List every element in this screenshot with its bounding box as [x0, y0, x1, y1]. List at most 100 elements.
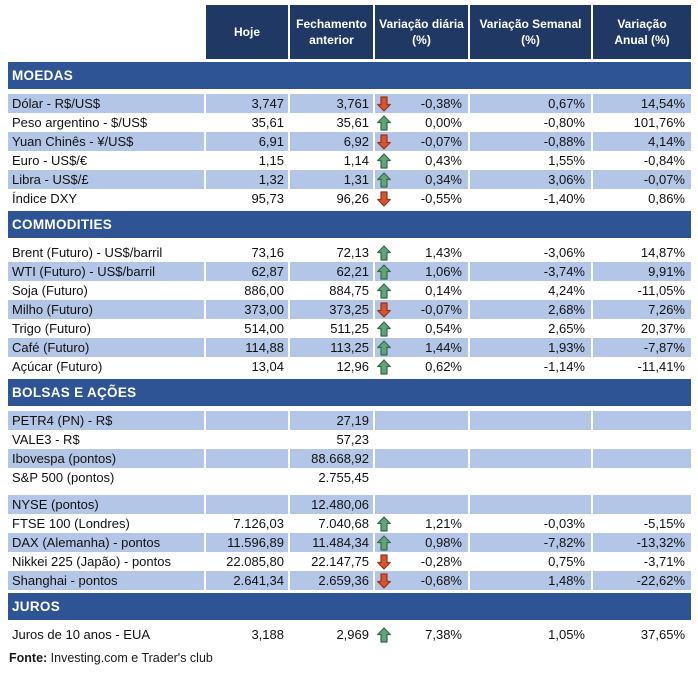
arrow-up-icon	[377, 515, 391, 532]
arrow-down-icon	[377, 301, 391, 318]
table-row: Trigo (Futuro) 514,00 511,25 0,54% 2,65% 20,3…	[8, 319, 691, 338]
cell-variacao-anual: -5,15%	[643, 516, 685, 531]
row-label: NYSE (pontos)	[8, 495, 206, 514]
section-header: MOEDAS	[8, 62, 691, 89]
cell-variacao-diaria: -0,55%	[375, 189, 470, 208]
table-row: FTSE 100 (Londres) 7.126,03 7.040,68 1,21% -…	[8, 514, 691, 533]
table-row: Milho (Futuro) 373,00 373,25 -0,07% 2,68% 7,2…	[8, 300, 691, 319]
cell-variacao-anual: -22,62%	[636, 573, 685, 588]
variacao-diaria-value: 1,06%	[425, 264, 462, 279]
cell-variacao-diaria	[375, 411, 470, 430]
cell-hoje: 35,61	[206, 113, 290, 132]
row-label: Yuan Chinês - ¥/US$	[8, 132, 206, 151]
section-title: COMMODITIES	[12, 217, 113, 232]
cell-variacao-semanal	[470, 495, 593, 514]
cell-variacao-diaria: 7,38%	[375, 625, 470, 644]
cell-variacao-semanal: -7,82%	[470, 533, 593, 552]
cell-hoje: 22.085,80	[206, 552, 290, 571]
cell-hoje: 2.641,34	[206, 571, 290, 590]
cell-variacao-diaria: 0,54%	[375, 319, 470, 338]
cell-variacao-anual: -7,87%	[643, 340, 685, 355]
table-row: NYSE (pontos) 12.480,06	[8, 495, 691, 514]
arrow-down-icon	[377, 190, 391, 207]
cell-fechamento-anterior: 511,25	[290, 319, 375, 338]
cell-hoje	[206, 430, 290, 449]
column-header-variacao-diaria: Variação diária (%)	[375, 5, 470, 59]
row-label: Trigo (Futuro)	[8, 319, 206, 338]
cell-fechamento-anterior: 6,92	[290, 132, 375, 151]
cell-variacao-semanal	[470, 430, 593, 449]
arrow-down-icon	[377, 133, 391, 150]
cell-hoje: 6,91	[206, 132, 290, 151]
cell-hoje	[206, 449, 290, 468]
table-row: PETR4 (PN) - R$ 27,19	[8, 411, 691, 430]
arrow-up-icon	[377, 339, 391, 356]
variacao-diaria-value: 0,00%	[425, 115, 462, 130]
variacao-diaria-value: 0,34%	[425, 172, 462, 187]
row-label: Dólar - R$/US$	[8, 94, 206, 113]
arrow-up-icon	[377, 114, 391, 131]
source-label: Fonte:	[9, 651, 48, 665]
cell-fechamento-anterior: 11.484,34	[290, 533, 375, 552]
cell-fechamento-anterior: 88.668,92	[290, 449, 375, 468]
cell-variacao-semanal: 0,75%	[470, 552, 593, 571]
cell-variacao-anual	[593, 449, 691, 468]
cell-fechamento-anterior: 7.040,68	[290, 514, 375, 533]
row-label: PETR4 (PN) - R$	[8, 411, 206, 430]
table-row: S&P 500 (pontos) 2.755,45	[8, 468, 691, 487]
section-header: COMMODITIES	[8, 211, 691, 238]
cell-variacao-diaria: -0,38%	[375, 94, 470, 113]
cell-variacao-anual: -11,41%	[637, 359, 685, 374]
cell-variacao-anual: 9,91%	[648, 264, 685, 279]
cell-hoje: 114,88	[206, 338, 290, 357]
table-row: Dólar - R$/US$ 3,747 3,761 -0,38% 0,67% 14,54…	[8, 94, 691, 113]
arrow-up-icon	[377, 244, 391, 261]
header-empty-corner	[8, 5, 206, 59]
cell-variacao-anual: 20,37%	[640, 321, 685, 336]
cell-variacao-diaria: 1,44%	[375, 338, 470, 357]
cell-variacao-anual: 4,14%	[648, 134, 685, 149]
cell-hoje: 11.596,89	[206, 533, 290, 552]
arrow-up-icon	[377, 171, 391, 188]
cell-fechamento-anterior: 2,969	[290, 625, 375, 644]
variacao-diaria-value: 0,98%	[425, 535, 462, 550]
arrow-up-icon	[377, 282, 391, 299]
cell-variacao-semanal: 1,93%	[470, 338, 593, 357]
row-label: Milho (Futuro)	[8, 300, 206, 319]
cell-hoje: 1,15	[206, 151, 290, 170]
cell-fechamento-anterior: 27,19	[290, 411, 375, 430]
variacao-diaria-value: -0,68%	[420, 573, 462, 588]
arrow-down-icon	[377, 95, 391, 112]
table-row: DAX (Alemanha) - pontos 11.596,89 11.484,3…	[8, 533, 691, 552]
variacao-diaria-value: -0,38%	[420, 96, 462, 111]
row-label: Soja (Futuro)	[8, 281, 206, 300]
cell-variacao-diaria: 1,43%	[375, 243, 470, 262]
cell-variacao-semanal: 4,24%	[470, 281, 593, 300]
cell-fechamento-anterior: 113,25	[290, 338, 375, 357]
cell-variacao-anual	[593, 430, 691, 449]
table-row: Ibovespa (pontos) 88.668,92	[8, 449, 691, 468]
cell-variacao-semanal: 1,55%	[470, 151, 593, 170]
cell-variacao-diaria: 1,06%	[375, 262, 470, 281]
cell-hoje: 13,04	[206, 357, 290, 376]
row-label: Juros de 10 anos - EUA	[8, 625, 206, 644]
cell-fechamento-anterior: 1,14	[290, 151, 375, 170]
variacao-diaria-value: -0,07%	[420, 302, 462, 317]
section-title: JUROS	[12, 599, 61, 614]
table-row: Índice DXY 95,73 96,26 -0,55% -1,40% 0,86%	[8, 189, 691, 208]
row-label: Café (Futuro)	[8, 338, 206, 357]
variacao-diaria-value: 1,44%	[425, 340, 462, 355]
table-row: Café (Futuro) 114,88 113,25 1,44% 1,93% -7,87…	[8, 338, 691, 357]
cell-variacao-diaria: -0,28%	[375, 552, 470, 571]
cell-variacao-diaria: 0,00%	[375, 113, 470, 132]
cell-variacao-diaria	[375, 430, 470, 449]
column-header-row: Hoje Fechamento anterior Variação diária…	[8, 5, 691, 59]
cell-variacao-anual	[593, 411, 691, 430]
cell-variacao-semanal: -0,80%	[470, 113, 593, 132]
source-note: Fonte: Investing.com e Trader's club	[8, 651, 691, 665]
variacao-diaria-value: 0,62%	[425, 359, 462, 374]
cell-fechamento-anterior: 35,61	[290, 113, 375, 132]
cell-variacao-anual: 37,65%	[640, 627, 685, 642]
cell-variacao-diaria	[375, 495, 470, 514]
